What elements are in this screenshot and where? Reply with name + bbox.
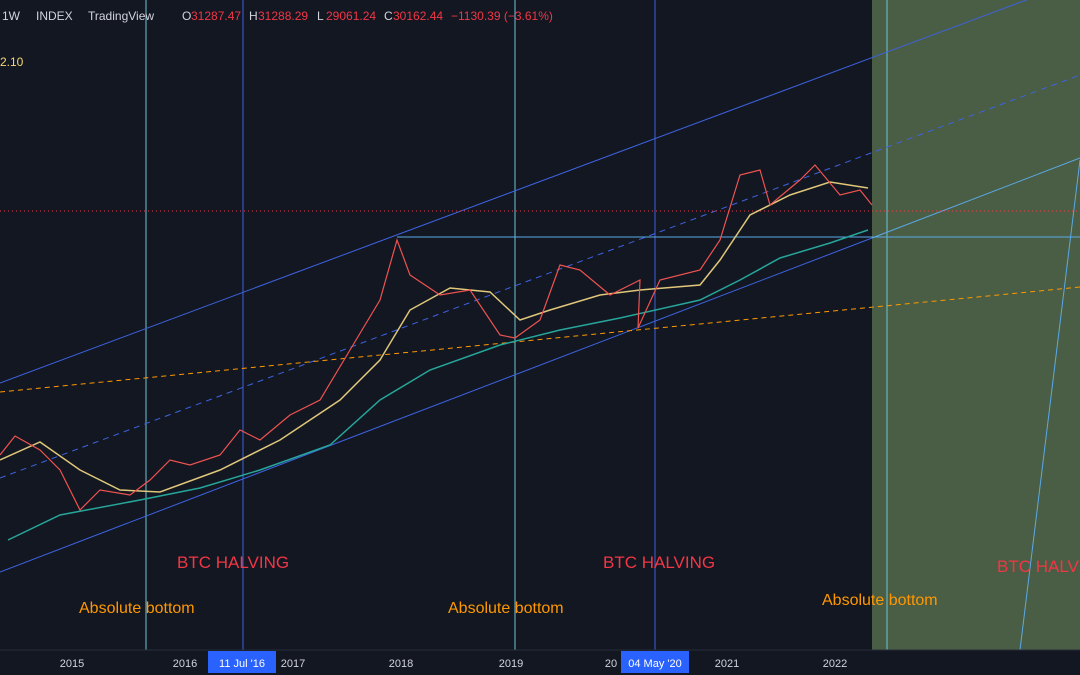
ohlc-value: 31287.47: [191, 9, 241, 23]
channel-bottom: [0, 237, 873, 573]
brand: TradingView: [88, 9, 154, 23]
time-label: 2017: [281, 658, 305, 670]
ohlc: O 31287.47 H 31288.29 L 29061.24 C 30162.44: [182, 9, 443, 23]
annotation: Absolute bottom: [448, 600, 564, 617]
channel-mid: [0, 74, 1080, 479]
annotation: BTC HALVING: [177, 553, 289, 572]
time-label: 11 Jul '16: [219, 658, 265, 670]
ohlc-value: 29061.24: [326, 9, 376, 23]
annotation: Absolute bottom: [79, 600, 195, 617]
interval: 1W: [2, 9, 21, 23]
time-marker: [621, 651, 689, 673]
ohlc-label: O: [182, 9, 191, 23]
source: INDEX: [36, 9, 73, 23]
time-label: 2019: [499, 658, 523, 670]
highlight-zone: [872, 0, 1080, 650]
channel-top: [0, 0, 1028, 384]
ohlc-label: C: [384, 9, 393, 23]
annotation: Absolute bottom: [822, 592, 938, 609]
time-label: 2021: [715, 658, 739, 670]
time-axis: [0, 650, 1080, 675]
time-label: 04 May '20: [628, 658, 681, 670]
channel-bottom-ext: [871, 157, 1080, 239]
ohlc-label: H: [249, 9, 258, 23]
change: −1130.39 (−3.61%): [451, 9, 553, 23]
time-axis-labels: 2015 2016 11 Jul '16 2017 2018 2019 20 04 May '…: [60, 651, 847, 673]
time-label: 20: [605, 658, 617, 670]
time-label: 2016: [173, 658, 197, 670]
ma-long: [7, 229, 869, 541]
annotation: BTC HALVING: [603, 553, 715, 572]
ohlc-value: 30162.44: [393, 9, 443, 23]
time-marker: [208, 651, 276, 673]
vertical-lines: [145, 0, 888, 650]
time-label: 2015: [60, 658, 84, 670]
time-label: 2022: [823, 658, 847, 670]
channel: [0, 0, 1080, 651]
support-line: [0, 286, 1080, 393]
ohlc-label: L: [317, 9, 324, 23]
price-path: [0, 164, 873, 512]
indicator-value: 2.10: [0, 55, 24, 69]
annotation: BTC HALVING: [997, 557, 1080, 576]
ohlc-value: 31288.29: [258, 9, 308, 23]
diag-line: [1019, 159, 1080, 651]
time-label: 2018: [389, 658, 413, 670]
